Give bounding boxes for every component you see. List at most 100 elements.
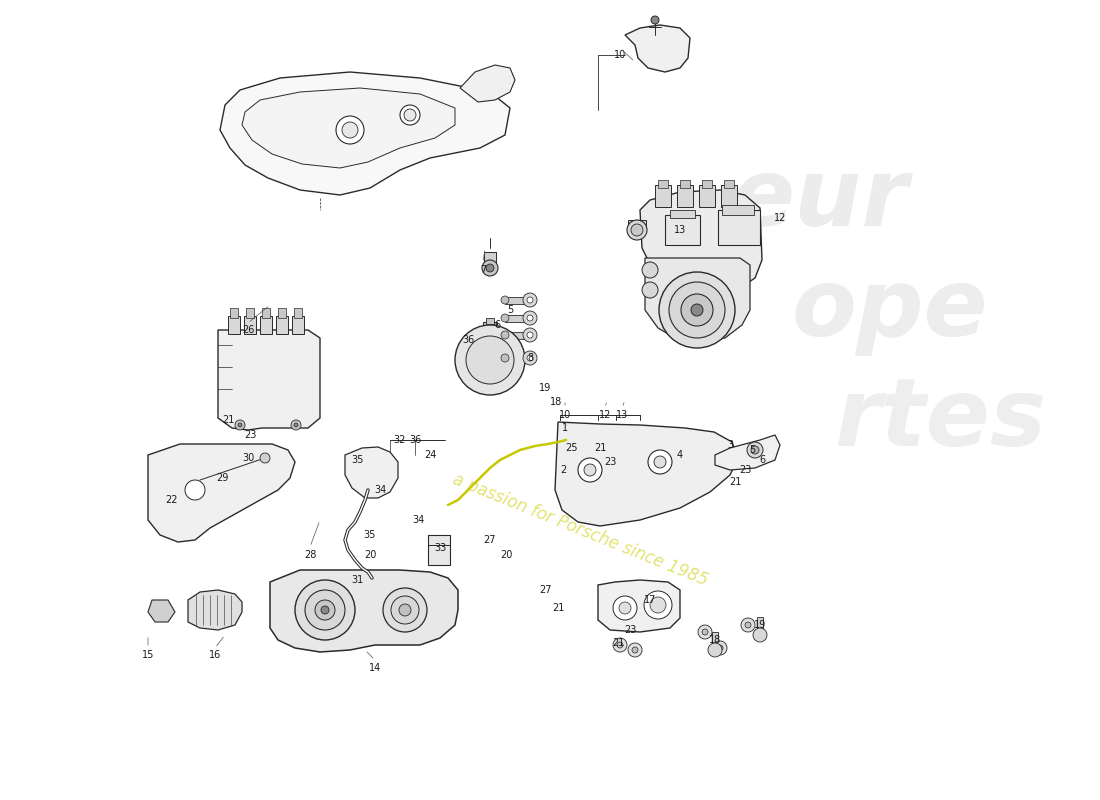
Polygon shape xyxy=(345,447,398,498)
Text: 21: 21 xyxy=(612,638,624,648)
Bar xyxy=(244,316,256,334)
Bar xyxy=(484,252,496,270)
Polygon shape xyxy=(460,65,515,102)
Circle shape xyxy=(522,328,537,342)
Text: 3: 3 xyxy=(727,440,733,450)
Circle shape xyxy=(613,596,637,620)
Text: 6: 6 xyxy=(494,320,501,330)
Text: 18: 18 xyxy=(550,397,562,407)
Circle shape xyxy=(617,642,623,648)
Text: 21: 21 xyxy=(729,477,741,487)
Bar xyxy=(670,210,695,218)
Text: 18: 18 xyxy=(708,635,722,645)
Text: 22: 22 xyxy=(166,495,178,505)
Circle shape xyxy=(708,643,722,657)
Bar xyxy=(505,315,525,322)
Circle shape xyxy=(681,294,713,326)
Circle shape xyxy=(713,641,727,655)
Circle shape xyxy=(644,591,672,619)
Bar xyxy=(722,205,754,215)
Text: 34: 34 xyxy=(411,515,425,525)
Circle shape xyxy=(654,456,666,468)
Bar xyxy=(228,316,240,334)
Text: 2: 2 xyxy=(560,465,566,475)
Bar xyxy=(712,632,718,648)
Circle shape xyxy=(717,645,723,651)
Text: 8: 8 xyxy=(527,353,534,363)
Circle shape xyxy=(619,602,631,614)
Circle shape xyxy=(659,272,735,348)
Circle shape xyxy=(482,260,498,276)
Text: 31: 31 xyxy=(351,575,363,585)
Bar xyxy=(757,617,763,633)
Bar xyxy=(486,318,494,324)
Text: 15: 15 xyxy=(142,650,154,660)
Text: eur: eur xyxy=(732,154,909,246)
Circle shape xyxy=(650,597,666,613)
Text: 21: 21 xyxy=(552,603,564,613)
Circle shape xyxy=(754,628,767,642)
Circle shape xyxy=(383,588,427,632)
Bar xyxy=(262,308,270,318)
Circle shape xyxy=(747,442,763,458)
Text: 13: 13 xyxy=(616,410,628,420)
Bar xyxy=(483,322,497,344)
Bar xyxy=(246,308,254,318)
Text: 29: 29 xyxy=(216,473,228,483)
Circle shape xyxy=(235,420,245,430)
Circle shape xyxy=(500,331,509,339)
Text: 17: 17 xyxy=(644,595,657,605)
Circle shape xyxy=(522,351,537,365)
Text: 33: 33 xyxy=(433,543,447,553)
Bar xyxy=(654,185,671,207)
Text: 7: 7 xyxy=(480,265,486,275)
Text: 21: 21 xyxy=(222,415,234,425)
Polygon shape xyxy=(640,190,762,292)
Bar xyxy=(676,185,693,207)
Polygon shape xyxy=(645,258,750,342)
Text: 19: 19 xyxy=(754,620,766,630)
Text: 14: 14 xyxy=(368,663,381,673)
Text: 35: 35 xyxy=(351,455,363,465)
Text: 10: 10 xyxy=(614,50,626,60)
Bar xyxy=(505,332,525,339)
Circle shape xyxy=(751,446,759,454)
Text: ope: ope xyxy=(792,264,988,356)
Polygon shape xyxy=(625,25,690,72)
Text: 27: 27 xyxy=(484,535,496,545)
Circle shape xyxy=(400,105,420,125)
Bar xyxy=(230,308,238,318)
Circle shape xyxy=(527,315,534,321)
Bar xyxy=(718,210,760,245)
Text: 27: 27 xyxy=(540,585,552,595)
Bar xyxy=(428,535,450,565)
Bar xyxy=(628,220,646,232)
Bar xyxy=(724,180,734,188)
Text: 23: 23 xyxy=(624,625,636,635)
Polygon shape xyxy=(242,88,455,168)
Circle shape xyxy=(698,625,712,639)
Circle shape xyxy=(404,109,416,121)
Circle shape xyxy=(527,297,534,303)
Text: 35: 35 xyxy=(364,530,376,540)
Circle shape xyxy=(651,16,659,24)
Text: 5: 5 xyxy=(507,305,513,315)
Bar xyxy=(720,185,737,207)
Circle shape xyxy=(486,264,494,272)
Text: 23: 23 xyxy=(244,430,256,440)
Circle shape xyxy=(632,647,638,653)
Bar xyxy=(260,316,272,334)
Circle shape xyxy=(321,606,329,614)
Text: 23: 23 xyxy=(604,457,616,467)
Bar xyxy=(276,316,288,334)
Text: 10: 10 xyxy=(559,410,571,420)
Circle shape xyxy=(336,116,364,144)
Circle shape xyxy=(691,304,703,316)
Polygon shape xyxy=(715,435,780,470)
Circle shape xyxy=(390,596,419,624)
Circle shape xyxy=(466,336,514,384)
Text: 21: 21 xyxy=(594,443,606,453)
Circle shape xyxy=(342,122,358,138)
Circle shape xyxy=(631,224,644,236)
Text: 5: 5 xyxy=(749,445,755,455)
